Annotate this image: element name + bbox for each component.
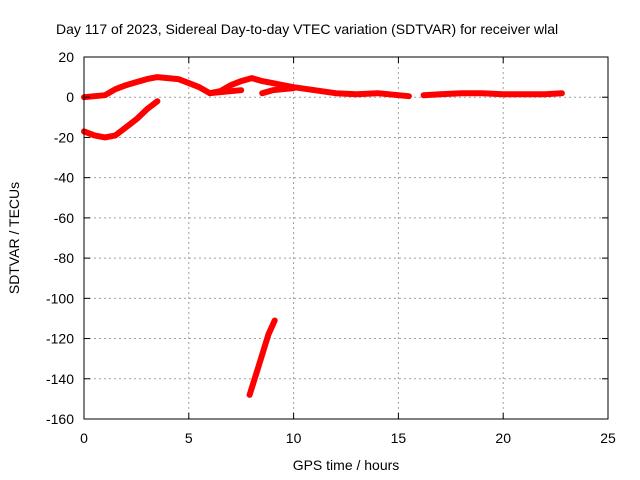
y-tick-label: -60: [54, 210, 74, 226]
series-layer: [81, 74, 565, 398]
chart-title: Day 117 of 2023, Sidereal Day-to-day VTE…: [56, 21, 558, 37]
series-arc-2: [206, 87, 245, 97]
series-arc-4: [420, 90, 565, 99]
y-tick-label: 20: [58, 49, 74, 65]
y-tick-label: -160: [46, 411, 74, 427]
x-tick-label: 0: [80, 430, 88, 446]
y-tick-label: -40: [54, 170, 74, 186]
y-tick-label: -120: [46, 331, 74, 347]
y-tick-label: -100: [46, 290, 74, 306]
plot-frame: [83, 56, 609, 420]
x-tick-label: 15: [391, 430, 407, 446]
ticks: 0 5 10 15 20 25 20 0 -20 -40 -60 -80 -100 -120 -140 -16…: [46, 49, 616, 446]
y-tick-label: -80: [54, 250, 74, 266]
x-tick-label: 10: [286, 430, 302, 446]
series-arc-3: [259, 85, 297, 97]
series-arc-6: [246, 317, 278, 398]
y-tick-label: -20: [54, 129, 74, 145]
x-axis-label: GPS time / hours: [293, 457, 400, 473]
grid: [84, 57, 608, 419]
y-tick-label: -140: [46, 371, 74, 387]
x-tick-label: 5: [185, 430, 193, 446]
y-tick-label: 0: [66, 89, 74, 105]
series-arc-1: [81, 74, 412, 101]
series-arc-5: [81, 98, 161, 141]
x-tick-label: 20: [495, 430, 511, 446]
y-axis-label: SDTVAR / TECUs: [6, 182, 22, 294]
x-tick-label: 25: [600, 430, 616, 446]
